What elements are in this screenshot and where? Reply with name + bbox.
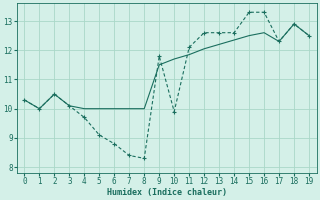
X-axis label: Humidex (Indice chaleur): Humidex (Indice chaleur) xyxy=(107,188,227,197)
